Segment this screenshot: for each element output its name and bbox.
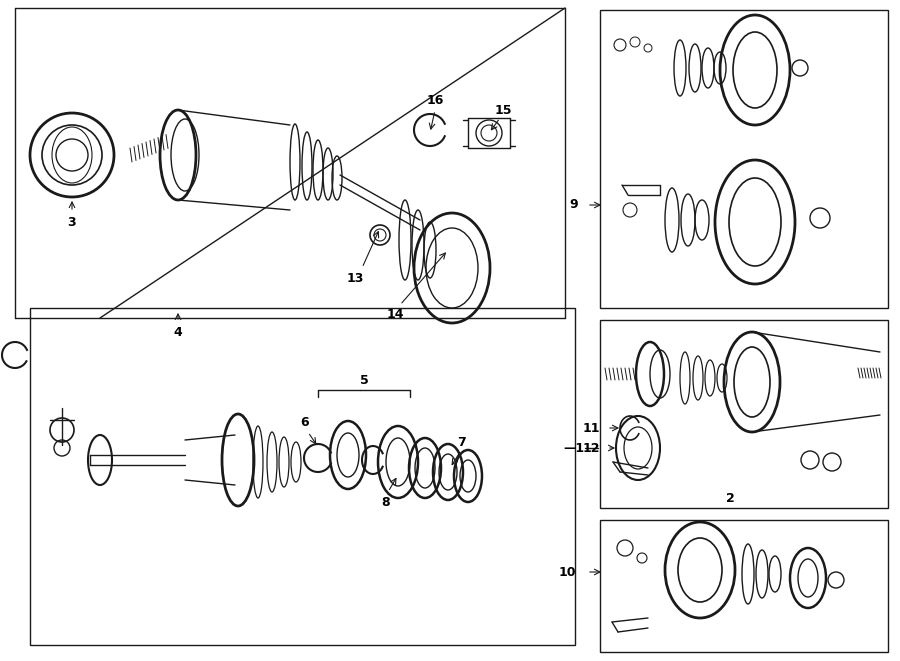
Text: 3: 3: [68, 215, 76, 229]
Text: 5: 5: [360, 373, 368, 387]
Text: 14: 14: [386, 309, 404, 321]
Text: —1: —1: [564, 442, 585, 455]
Text: 11: 11: [582, 422, 600, 434]
Text: 7: 7: [457, 436, 466, 449]
Text: 6: 6: [301, 416, 310, 428]
Text: 13: 13: [346, 272, 364, 284]
Text: 8: 8: [382, 496, 391, 508]
Bar: [600, 520, 888, 652]
Text: 2: 2: [725, 492, 734, 504]
Bar: [600, 320, 888, 508]
Bar: [30, 308, 575, 645]
Bar: [600, 10, 888, 308]
Text: 15: 15: [494, 104, 512, 116]
Text: 16: 16: [427, 93, 444, 106]
Text: 10: 10: [559, 566, 576, 578]
Text: 12: 12: [582, 442, 600, 455]
Text: 4: 4: [174, 325, 183, 338]
Text: 9: 9: [570, 198, 578, 212]
